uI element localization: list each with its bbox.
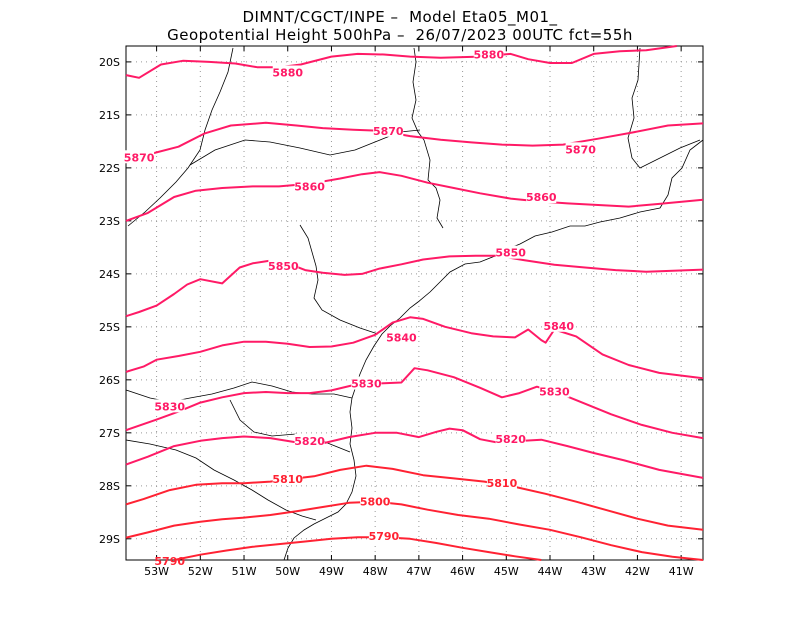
contour-label-background xyxy=(543,318,574,332)
x-tick-label: 45W xyxy=(494,565,519,578)
state-boundary-line xyxy=(229,399,351,453)
contour-label: 5870 xyxy=(565,143,596,156)
contour-label: 5810 xyxy=(487,477,518,490)
contour-label: 5880 xyxy=(473,48,504,61)
x-tick-label: 47W xyxy=(406,565,431,578)
x-tick-label: 46W xyxy=(450,565,475,578)
contour-line-5870 xyxy=(125,121,704,164)
contour-label-background xyxy=(373,123,404,137)
x-tick-label: 44W xyxy=(538,565,563,578)
gridlines xyxy=(126,46,703,560)
contour-label-background xyxy=(360,494,391,508)
y-tick-label: 22S xyxy=(99,162,120,175)
y-tick-label: 28S xyxy=(99,480,120,493)
chart-title-line-1: DIMNT/CGCT/INPE – Model Eta05_M01_ xyxy=(242,8,558,26)
contour-label-background xyxy=(495,432,526,446)
contour-label-background xyxy=(351,376,382,390)
y-tick-label: 24S xyxy=(99,268,120,281)
y-tick-label: 21S xyxy=(99,109,120,122)
contour-label: 5840 xyxy=(543,320,574,333)
x-tick-label: 53W xyxy=(144,565,169,578)
state-boundary-line xyxy=(627,47,701,169)
contour-label: 5790 xyxy=(154,555,185,568)
state-boundary-line xyxy=(127,47,234,227)
contour-label-background xyxy=(495,245,526,259)
contour-line-5830 xyxy=(125,367,704,440)
contour-label: 5800 xyxy=(360,496,391,509)
x-tick-label: 50W xyxy=(275,565,300,578)
contour-label: 5860 xyxy=(294,180,325,193)
height-contours: 5880 5880 5870 5870 5870 5860 5860 5850 5850 5840… xyxy=(124,45,704,568)
contour-label-background xyxy=(565,142,596,156)
contour-line-5820 xyxy=(125,427,704,479)
contour-label: 5830 xyxy=(351,378,382,391)
state-boundary-line xyxy=(299,224,379,335)
coastline xyxy=(283,139,704,561)
contour-label-background xyxy=(272,471,303,485)
contour-label-background xyxy=(124,150,155,164)
y-tick-label: 26S xyxy=(99,374,120,387)
contour-label-background xyxy=(539,384,570,398)
contour-label: 5850 xyxy=(495,247,526,260)
contour-label: 5870 xyxy=(124,151,155,164)
axis-ticks: 53W 52W 51W 50W 49W 48W 47W 46W 45W 44W 43W 42W 41W 2… xyxy=(99,46,703,578)
contour-label: 5790 xyxy=(369,530,400,543)
contour-label-background xyxy=(473,47,504,61)
contour-label: 5810 xyxy=(272,473,303,486)
x-tick-label: 49W xyxy=(319,565,344,578)
contour-label-background xyxy=(486,476,517,490)
y-tick-label: 29S xyxy=(99,533,120,546)
contour-label-background xyxy=(368,529,399,543)
contour-label: 5820 xyxy=(294,435,325,448)
contour-label-background xyxy=(272,65,303,79)
x-tick-label: 43W xyxy=(581,565,606,578)
contour-label: 5850 xyxy=(268,260,299,273)
contour-label-background xyxy=(268,258,299,272)
y-tick-label: 27S xyxy=(99,427,120,440)
contour-line-5880 xyxy=(125,45,677,79)
y-tick-label: 25S xyxy=(99,321,120,334)
contour-label-background xyxy=(154,399,185,413)
contour-line-5790 xyxy=(173,536,542,561)
contour-label: 5860 xyxy=(526,191,557,204)
contour-line-5800 xyxy=(125,500,704,561)
state-boundary-line xyxy=(411,47,444,229)
contour-label-background xyxy=(294,433,325,447)
plot-frame xyxy=(125,45,704,561)
contour-label: 5820 xyxy=(495,433,526,446)
contour-label-background xyxy=(294,179,325,193)
chart-title-line-2: Geopotential Height 500hPa – 26/07/2023 … xyxy=(167,26,633,44)
x-tick-label: 48W xyxy=(363,565,388,578)
x-tick-label: 52W xyxy=(188,565,213,578)
contour-label: 5870 xyxy=(373,125,404,138)
contour-label: 5830 xyxy=(154,400,185,413)
contour-label-background xyxy=(386,330,417,344)
x-tick-label: 42W xyxy=(625,565,650,578)
y-tick-label: 20S xyxy=(99,56,120,69)
contour-label-background xyxy=(526,190,557,204)
contour-line-5860 xyxy=(125,171,704,222)
x-tick-label: 41W xyxy=(669,565,694,578)
contour-line-5810 xyxy=(125,464,704,531)
contour-line-5850 xyxy=(125,254,704,318)
y-tick-label: 23S xyxy=(99,215,120,228)
contour-label: 5880 xyxy=(272,66,303,79)
contour-label: 5840 xyxy=(386,331,417,344)
contour-line-5840 xyxy=(125,316,704,380)
contour-label: 5830 xyxy=(539,385,570,398)
x-tick-label: 51W xyxy=(232,565,257,578)
